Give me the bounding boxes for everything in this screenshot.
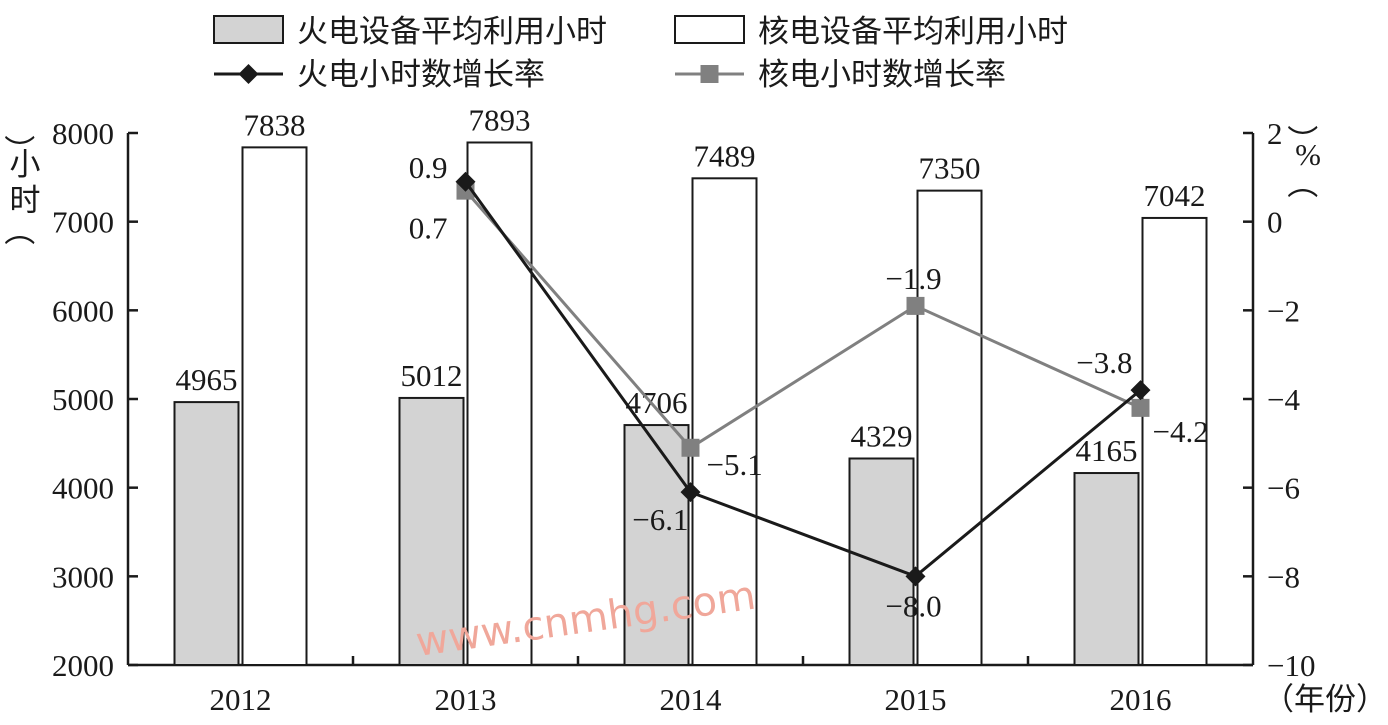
right-tick-label: −4 [1267,382,1300,417]
point-value-label: 0.9 [409,150,448,185]
x-tick-label: 2014 [660,682,723,717]
bar-value-label: 4965 [176,362,238,397]
left-axis-title-char: （ [4,135,39,166]
legend-swatch-nuclear-hours [674,15,745,44]
point-value-label: −4.2 [1153,414,1209,449]
right-tick-label: −10 [1267,648,1315,683]
bar-value-label: 5012 [401,358,463,393]
left-tick-label: 2000 [52,648,114,683]
bar-nuclear-hours [241,146,308,666]
bar-nuclear-hours [466,141,533,667]
left-tick-label: 3000 [52,559,114,594]
legend-swatch-thermal-hours [213,15,284,44]
right-axis-ticks: −10 −8 −6 −4 −2 0 2 [1243,116,1315,683]
point-value-label: −8.0 [885,588,941,623]
legend-label-nuclear-rate: 核电小时数增长率 [758,57,1006,92]
left-axis-title-char: 小 [10,147,41,182]
left-tick-label: 6000 [52,293,114,328]
legend-label-thermal-rate: 火电小时数增长率 [297,57,545,92]
bar-nuclear-hours [1141,216,1208,667]
bar-value-label: 7838 [244,107,306,142]
point-nuclear-rate [681,438,700,457]
legend-label-thermal-hours: 火电设备平均利用小时 [297,14,607,49]
left-axis-title-char: 时 [10,183,41,218]
right-tick-label: 2 [1267,116,1283,151]
point-value-label: −6.1 [632,502,688,537]
x-tick-label: 2012 [210,682,272,717]
point-nuclear-rate [1131,398,1150,417]
x-tick-label: 2015 [885,682,947,717]
left-tick-label: 8000 [52,116,114,151]
right-axis-title-char: （ [1287,125,1322,156]
bar-value-label: 4329 [851,418,913,453]
left-tick-label: 4000 [52,471,114,506]
line-nuclear-rate [464,189,1142,450]
right-tick-label: −8 [1267,559,1300,594]
x-axis-unit: （年份） [1263,682,1387,717]
right-axis-title: （%） [1287,125,1322,199]
right-axis-title-char: % [1295,137,1321,172]
point-value-label: −3.8 [1076,345,1132,380]
legend-marker-diamond [238,64,259,84]
bar-value-label: 7042 [1144,178,1206,213]
left-axis-title: （小时） [4,135,40,246]
x-tick-label: 2013 [435,682,497,717]
left-axis-ticks: 2000 3000 4000 5000 6000 7000 8000 [52,116,138,683]
left-tick-label: 7000 [52,205,114,240]
lines [455,171,1151,587]
point-nuclear-rate [906,296,925,315]
bar-thermal-hours [623,424,690,666]
legend-label-nuclear-hours: 核电设备平均利用小时 [758,14,1068,49]
point-thermal-rate [905,566,926,587]
bar-value-label: 7350 [919,151,981,186]
line-labels: 0.7 −5.1 −1.9 −4.2 0.9 −6.1 −8.0 −3.8 [409,150,1209,624]
point-thermal-rate [1130,380,1151,401]
bar-thermal-hours [848,457,915,666]
line-thermal-rate [464,180,1142,579]
point-thermal-rate [455,171,476,192]
bar-thermal-hours [173,401,240,666]
bar-value-label: 7489 [694,138,756,173]
bar-nuclear-hours [691,177,758,667]
point-thermal-rate [680,482,701,503]
x-axis-ticks: 2012 2013 2014 2015 2016 [210,656,1172,717]
legend: 火电设备平均利用小时 核电设备平均利用小时 火电小时数增长率 核电小时数增长率 [213,14,1068,92]
left-axis-title-char: ） [4,215,39,246]
point-value-label: 0.7 [409,211,448,246]
bar-thermal-hours [398,396,465,666]
right-tick-label: −6 [1267,471,1300,506]
bar-value-label: 4165 [1076,433,1138,468]
point-value-label: −5.1 [707,447,763,482]
x-tick-label: 2016 [1110,682,1172,717]
bar-nuclear-hours [916,189,983,666]
bar-thermal-hours [1073,472,1140,666]
right-tick-label: −2 [1267,293,1300,328]
left-tick-label: 5000 [52,382,114,417]
legend-marker-square [700,65,719,83]
right-axis-title-char: ） [1287,168,1322,199]
right-tick-label: 0 [1267,205,1283,240]
bar-value-label: 7893 [469,102,531,137]
point-value-label: −1.9 [885,261,941,296]
